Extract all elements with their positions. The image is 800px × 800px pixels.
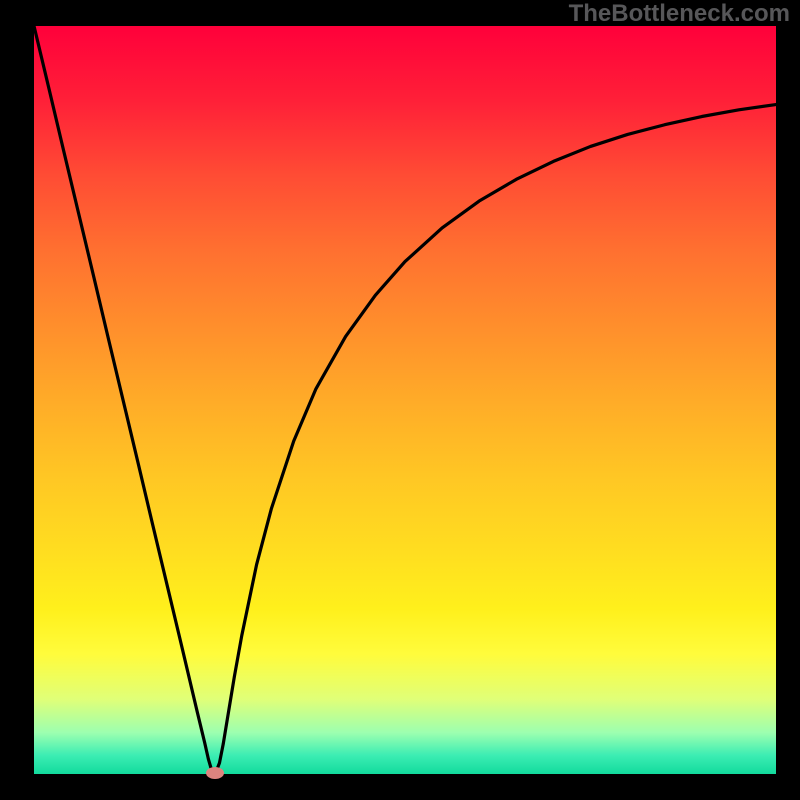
bottleneck-curve: [34, 26, 776, 773]
chart-container: TheBottleneck.com: [0, 0, 800, 800]
optimum-marker: [206, 767, 224, 779]
curve-svg: [34, 26, 776, 774]
plot-area: [34, 26, 776, 774]
watermark-text: TheBottleneck.com: [569, 0, 790, 28]
